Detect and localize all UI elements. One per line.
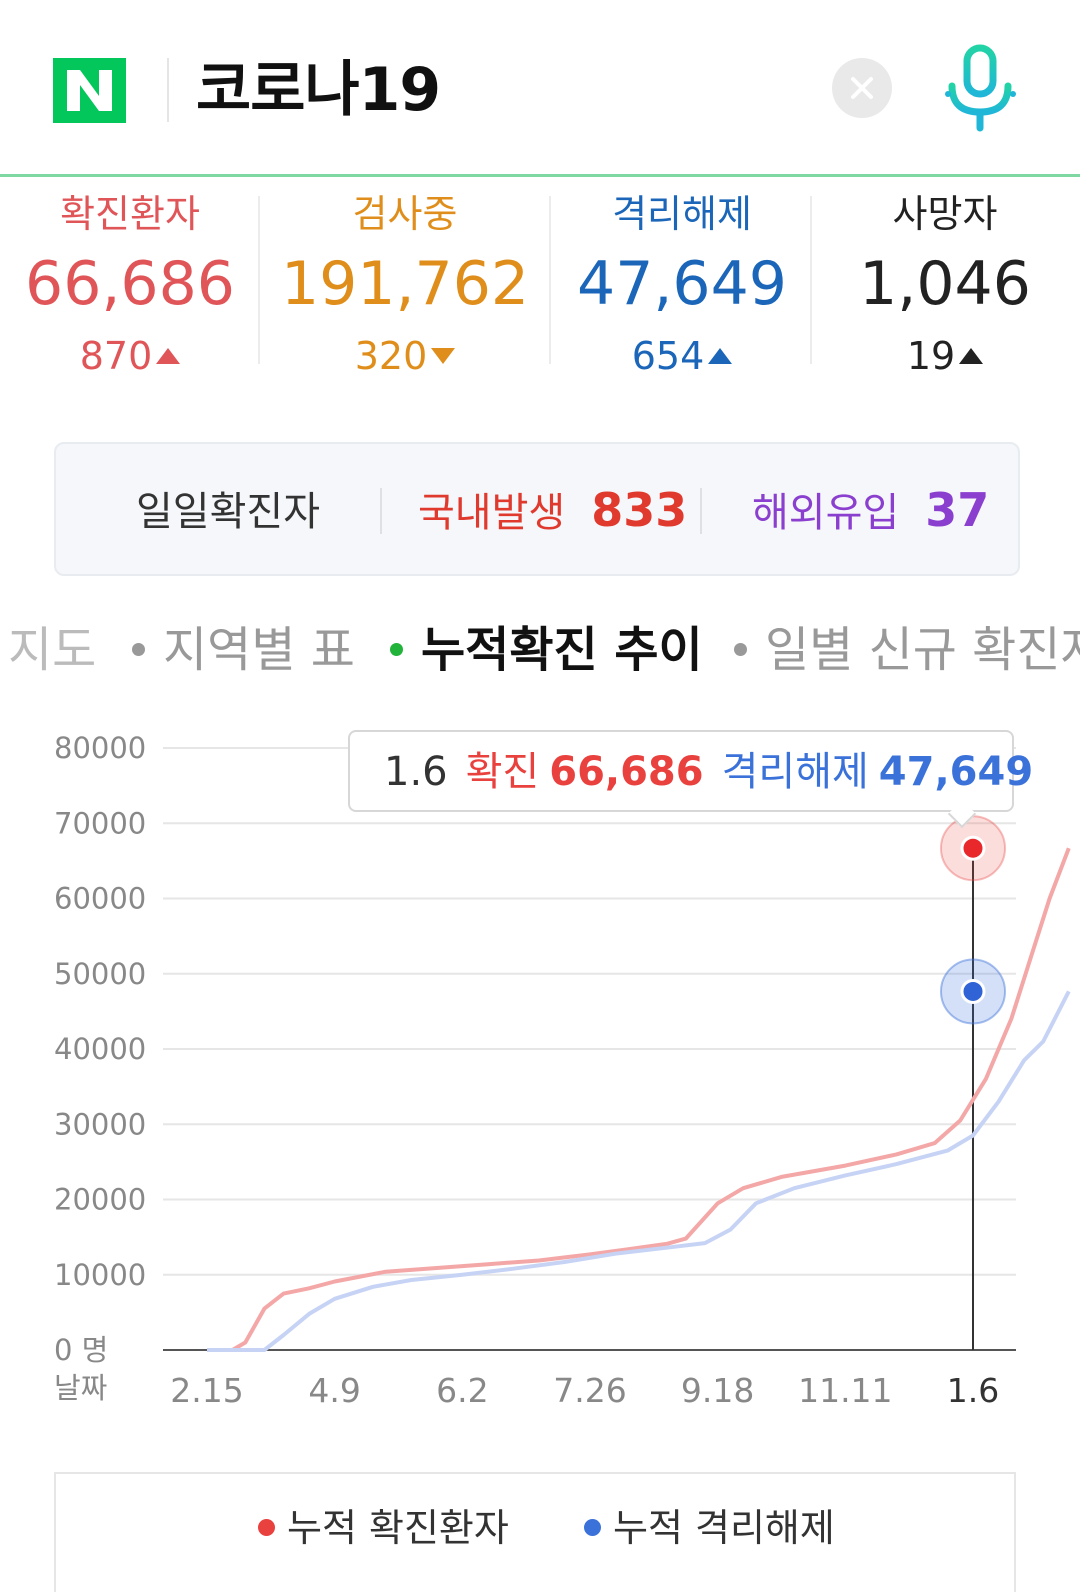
stat-change-value: 19 [906,334,956,378]
x-tick-label: 2.15 [170,1371,243,1410]
y-tick-label: 0 명 [54,1333,108,1367]
tab-region-table[interactable]: 지역별 표 [132,612,355,688]
x-tick-label: 6.2 [436,1371,488,1410]
x-tick-label: 1.6 [947,1371,999,1410]
legend-label: 누적 격리해제 [613,1506,835,1550]
tab-map[interactable]: 지도 [8,612,96,688]
tab-bullet [132,642,145,656]
stat-label: 확진환자 [60,192,200,236]
chart-tooltip: 1.6 확진 66,686 격리해제 47,649 [348,730,1033,812]
stat-value: 66,686 [25,249,235,319]
y-tick-label: 60000 [54,882,146,916]
legend-dot [584,1519,601,1536]
tooltip-released-label: 격리해제 [721,749,869,795]
microphone-icon [945,44,1016,132]
search-query[interactable]: 코로나19 [196,55,441,125]
stat-label: 검사중 [352,192,458,236]
daily-overseas-label: 해외유입 [752,490,900,536]
covid-stats: 확진환자 66,686 870 검사중 191,762 320 격리해제 47,… [0,180,1080,390]
daily-divider [380,488,382,534]
daily-domestic-value: 833 [591,483,688,537]
stat-value: 1,046 [859,249,1031,319]
daily-overseas-value: 37 [925,483,990,537]
stat-divider [258,196,260,364]
tooltip-date: 1.6 [384,749,448,795]
x-tick-label: 7.26 [553,1371,626,1410]
voice-search-button[interactable] [940,44,1020,134]
stat-testing: 검사중 191,762 320 [270,180,540,390]
close-icon [851,77,873,99]
stat-deaths: 사망자 1,046 19 [815,180,1075,390]
tab-label: 지역별 표 [163,622,355,678]
daily-label: 일일확진자 [136,489,320,535]
stat-label: 사망자 [892,192,998,236]
y-tick-label: 10000 [54,1258,146,1292]
legend-released[interactable]: 누적 격리해제 [584,1504,835,1552]
tab-daily-new[interactable]: 일별 신규 확진자 [734,612,1080,688]
arrow-up-icon [156,347,181,364]
x-axis-label: 날짜 [54,1371,107,1405]
legend-label: 누적 확진환자 [287,1506,509,1550]
tooltip-confirmed-value: 66,686 [549,749,704,795]
arrow-up-icon [708,347,733,364]
header-divider [167,58,169,122]
tooltip-confirmed-label: 확진 [465,749,540,795]
tab-label: 누적확진 추이 [421,622,703,678]
stat-change: 870 [0,334,260,378]
tab-label: 일별 신규 확진자 [765,622,1080,678]
chart-svg: 80000 70000 60000 50000 40000 30000 20000 10000… [54,731,1071,1410]
arrow-up-icon [959,347,984,364]
y-tick-label: 40000 [54,1032,146,1066]
search-header: 코로나19 [0,0,1080,176]
tab-bullet [390,642,403,656]
y-tick-label: 50000 [54,957,146,991]
daily-confirmed-box: 일일확진자 국내발생 833 해외유입 37 [54,442,1020,576]
stat-released: 격리해제 47,649 654 [552,180,812,390]
stat-confirmed: 확진환자 66,686 870 [0,180,260,390]
stat-change: 320 [270,334,540,378]
x-tick-label: 11.11 [798,1371,892,1410]
released-series-line [207,990,1071,1352]
stat-change: 654 [552,334,812,378]
confirmed-series-line [207,847,1071,1352]
tab-bullet [734,642,747,656]
released-marker [960,978,986,1004]
arrow-down-icon [431,347,456,364]
header-underline [0,174,1080,177]
tab-label: 지도 [8,622,97,678]
naver-logo-icon[interactable] [53,58,126,123]
y-tick-label: 70000 [54,806,146,840]
chart-tabs: 지도 지역별 표 누적확진 추이 일별 신규 확진자 [0,612,1080,692]
stat-change-value: 654 [631,334,705,378]
stat-label: 격리해제 [612,192,752,236]
stat-divider [549,196,551,364]
stat-change-value: 320 [354,334,428,378]
daily-domestic-label: 국내발생 [418,490,566,536]
x-tick-label: 9.18 [681,1371,754,1410]
cumulative-chart[interactable]: 80000 70000 60000 50000 40000 30000 20000 10000… [0,710,1080,1430]
legend-confirmed[interactable]: 누적 확진환자 [258,1504,509,1552]
stat-divider [810,196,812,364]
y-tick-label: 80000 [54,731,146,765]
chart-legend: 누적 확진환자 누적 격리해제 [54,1472,1016,1592]
legend-dot [258,1519,275,1536]
stat-value: 191,762 [280,249,530,319]
stat-change-value: 870 [79,334,153,378]
daily-overseas: 해외유입 37 [752,484,989,539]
x-tick-label: 4.9 [308,1371,360,1410]
tab-cumulative-trend[interactable]: 누적확진 추이 [390,612,703,688]
clear-search-button[interactable] [832,58,892,118]
y-tick-label: 30000 [54,1107,146,1141]
y-tick-label: 20000 [54,1183,146,1217]
stat-value: 47,649 [577,249,787,319]
confirmed-marker [960,835,986,861]
tooltip-released-value: 47,649 [878,749,1034,795]
daily-divider [700,488,702,534]
stat-change: 19 [815,334,1075,378]
daily-domestic: 국내발생 833 [418,484,687,539]
